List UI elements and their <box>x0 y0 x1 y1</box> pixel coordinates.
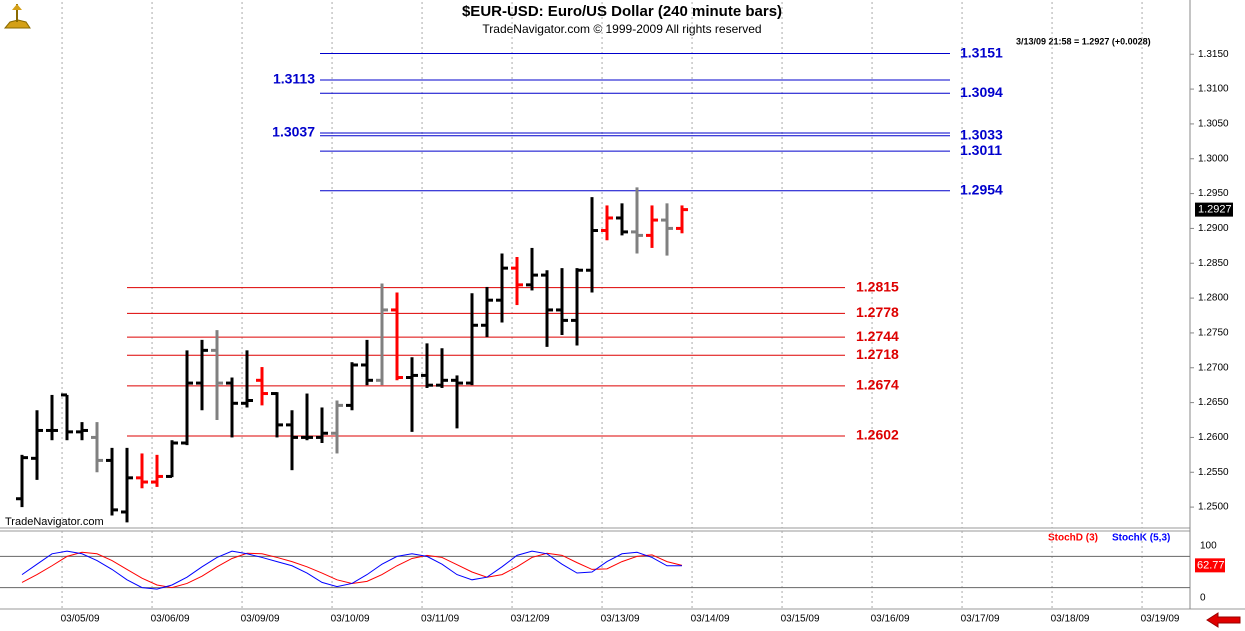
level-label: 1.2674 <box>856 377 899 393</box>
last-value-label: 62.77 <box>1197 559 1225 571</box>
level-label: 1.3151 <box>960 44 1003 60</box>
level-label: 1.3011 <box>960 142 1002 158</box>
level-label: 1.2602 <box>856 427 899 443</box>
y-tick-label: 1.2500 <box>1198 502 1229 513</box>
level-label: 1.3037 <box>272 124 315 140</box>
y-tick-label: 1.3150 <box>1198 49 1229 60</box>
level-label: 1.3033 <box>960 126 1003 142</box>
stoch-line <box>21 550 682 590</box>
y-tick-label: 1.2850 <box>1198 258 1229 269</box>
level-label: 1.2744 <box>856 328 899 344</box>
y-tick-label: 1.2750 <box>1198 328 1229 339</box>
y-tick-label: 1.2800 <box>1198 293 1229 304</box>
x-tick-label: 03/13/09 <box>601 614 640 625</box>
last-price-label: 1.2927 <box>1198 204 1232 216</box>
level-label: 1.2954 <box>960 182 1003 198</box>
x-tick-label: 03/10/09 <box>331 614 370 625</box>
logo <box>3 4 31 29</box>
y-tick-label: 1.2650 <box>1198 397 1229 408</box>
x-tick-label: 03/11/09 <box>421 614 460 625</box>
y-tick-label: 1.3100 <box>1198 84 1229 95</box>
y-tick-label: 1.2550 <box>1198 467 1229 478</box>
y-tick-label: 0 <box>1200 593 1206 604</box>
y-tick-label: 1.2900 <box>1198 223 1229 234</box>
chart-title: $EUR-USD: Euro/US Dollar (240 minute bar… <box>462 3 782 20</box>
x-tick-label: 03/14/09 <box>691 614 730 625</box>
scroll-arrow[interactable] <box>1206 612 1241 628</box>
y-tick-label: 1.2700 <box>1198 362 1229 373</box>
y-tick-label: 1.3000 <box>1198 153 1229 164</box>
level-label: 1.2718 <box>856 346 899 362</box>
level-label: 1.2778 <box>856 304 899 320</box>
x-tick-label: 03/16/09 <box>871 614 910 625</box>
x-tick-label: 03/09/09 <box>241 614 280 625</box>
y-tick-label: 1.3050 <box>1198 119 1229 130</box>
level-label: 1.2815 <box>856 278 899 294</box>
x-tick-label: 03/06/09 <box>151 614 190 625</box>
x-tick-label: 03/18/09 <box>1051 614 1090 625</box>
legend-entry: StochK (5,3) <box>1112 533 1170 544</box>
chart-subtitle: TradeNavigator.com © 1999-2009 All right… <box>482 22 761 36</box>
watermark: TradeNavigator.com <box>5 516 104 528</box>
y-tick-label: 1.2600 <box>1198 432 1229 443</box>
y-tick-label: 100 <box>1200 541 1217 552</box>
level-label: 1.3094 <box>960 84 1003 100</box>
x-tick-label: 03/15/09 <box>781 614 820 625</box>
level-label: 1.3113 <box>273 71 315 87</box>
last-value-box <box>1195 558 1225 573</box>
last-price-box <box>1195 202 1233 217</box>
x-tick-label: 03/17/09 <box>961 614 1000 625</box>
x-tick-label: 03/05/09 <box>61 614 100 625</box>
x-tick-label: 03/12/09 <box>511 614 550 625</box>
x-tick-label: 03/19/09 <box>1141 614 1180 625</box>
y-tick-label: 1.2950 <box>1198 188 1229 199</box>
last-info: 3/13/09 21:58 = 1.2927 (+0.0028) <box>1016 36 1151 46</box>
legend-entry: StochD (3) <box>1048 533 1098 544</box>
